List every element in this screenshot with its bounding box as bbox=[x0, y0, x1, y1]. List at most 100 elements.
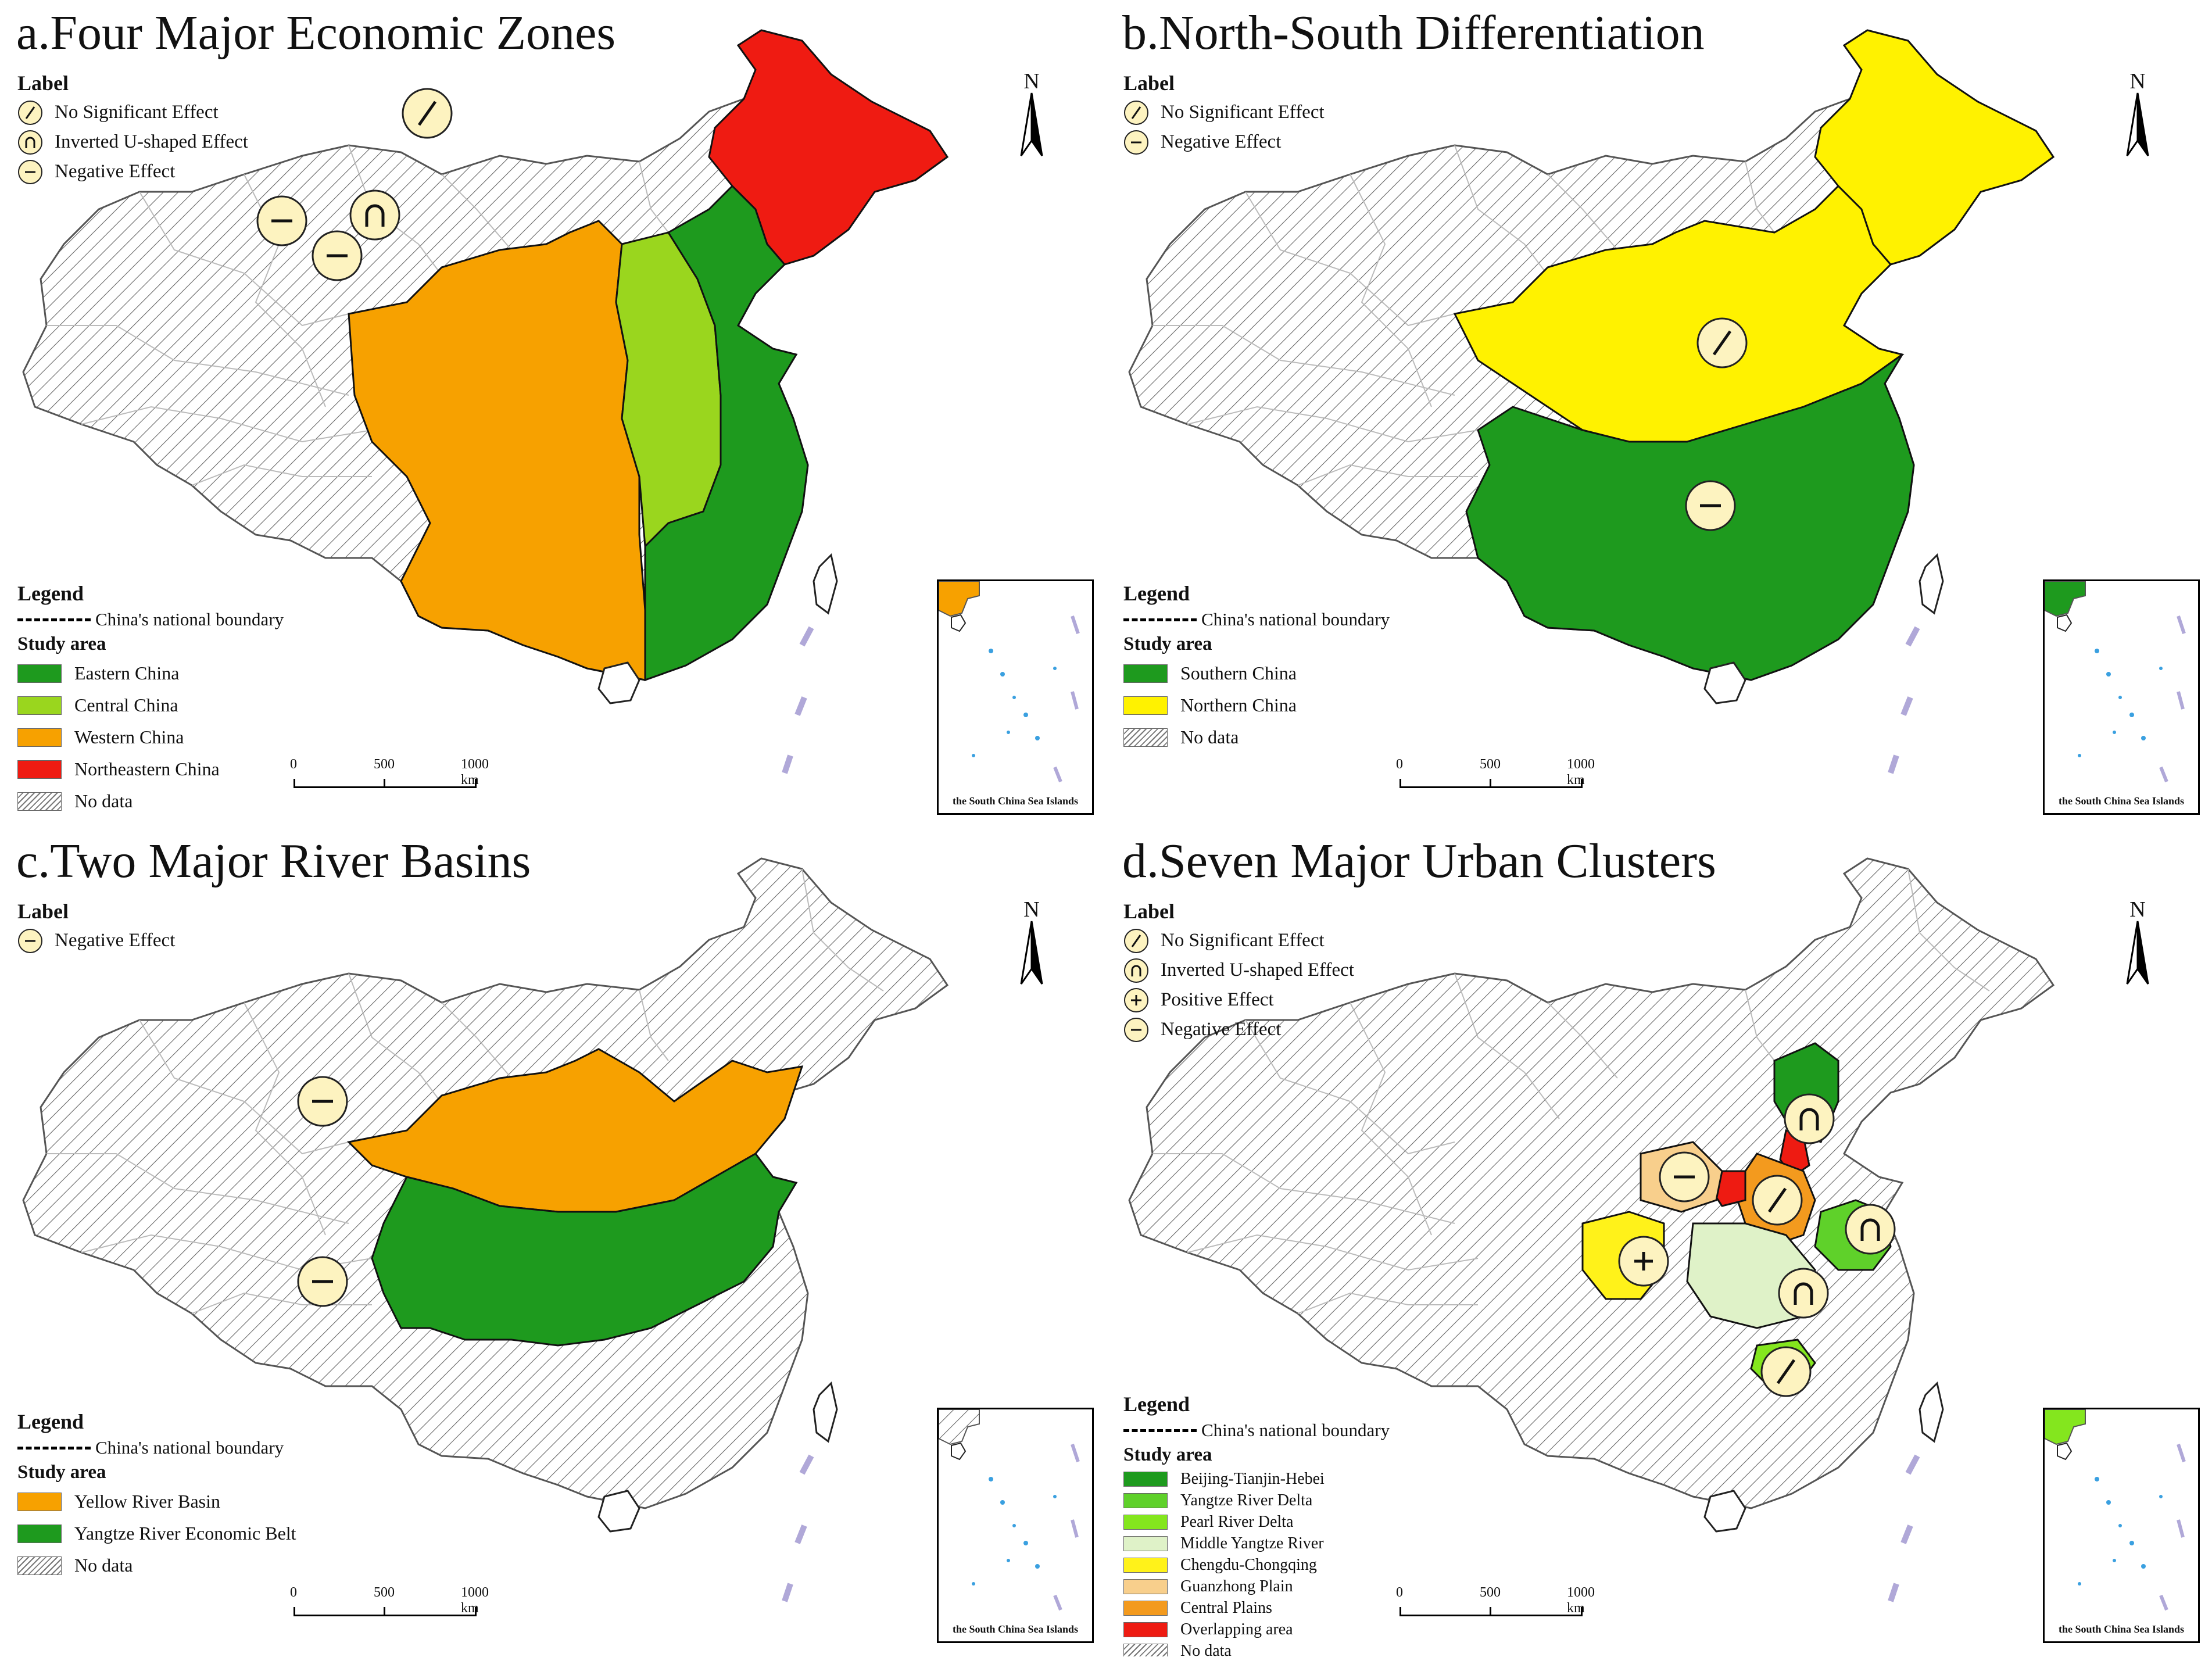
label-text: No Significant Effect bbox=[1161, 102, 1325, 123]
slash-symbol bbox=[402, 88, 453, 139]
inverted-u-symbol bbox=[1845, 1204, 1896, 1255]
study-area-heading: Study area bbox=[1123, 634, 1212, 654]
legend-heading: Legend bbox=[1123, 1393, 1190, 1416]
swatch bbox=[1123, 664, 1168, 683]
panel-c: c.Two Major River Basins Label Negative … bbox=[0, 828, 1106, 1656]
label-text: No Significant Effect bbox=[55, 102, 219, 123]
swatch bbox=[1123, 1622, 1168, 1637]
study-area-heading: Study area bbox=[17, 1462, 106, 1483]
map-river-basins bbox=[22, 857, 948, 1656]
scale-bar: 0 500 1000 km bbox=[1396, 1585, 1595, 1620]
inverted-u-symbol bbox=[349, 189, 400, 241]
north-label: N bbox=[1023, 69, 1040, 94]
panel-b: b.North-South Differentiation Label No S… bbox=[1106, 0, 2212, 828]
legend-item: Northern China bbox=[1123, 689, 1390, 721]
label-heading: Label bbox=[1123, 71, 1175, 95]
slash-symbol bbox=[1124, 100, 1148, 125]
south-china-sea-inset: the South China Sea Islands bbox=[2043, 1408, 2200, 1643]
swatch bbox=[1123, 1600, 1168, 1616]
slash-symbol bbox=[1760, 1346, 1812, 1397]
label-text: No Significant Effect bbox=[1161, 930, 1325, 951]
panel-title: b.North-South Differentiation bbox=[1122, 6, 1705, 60]
legend-item: No data bbox=[1123, 1640, 1390, 1656]
inset-map bbox=[2045, 1409, 2186, 1611]
legend-text: Yangtze River Delta bbox=[1180, 1491, 1313, 1509]
legend-text: Northeastern China bbox=[74, 758, 220, 779]
north-label: N bbox=[2129, 897, 2146, 922]
scale-bar: 0 500 1000 km bbox=[1396, 757, 1595, 792]
swatch bbox=[1123, 1493, 1168, 1508]
slash-symbol bbox=[1696, 317, 1748, 368]
minus-symbol bbox=[297, 1256, 348, 1307]
boundary-text: China's national boundary bbox=[95, 609, 284, 629]
label-text: Negative Effect bbox=[55, 930, 176, 951]
south-china-sea-inset: the South China Sea Islands bbox=[2043, 579, 2200, 815]
north-arrow: N bbox=[2114, 69, 2161, 162]
label-row: Negative Effect bbox=[17, 157, 248, 187]
boundary-text: China's national boundary bbox=[1201, 1420, 1390, 1440]
map-north-south bbox=[1128, 29, 2054, 828]
swatch bbox=[1123, 1536, 1168, 1551]
legend-block: Legend China's national boundary Study a… bbox=[17, 581, 284, 817]
inset-map bbox=[939, 1409, 1080, 1611]
legend-item: Western China bbox=[17, 721, 284, 753]
scale-mid bbox=[1490, 779, 1491, 788]
inset-label: the South China Sea Islands bbox=[952, 795, 1079, 807]
north-arrow-icon bbox=[1020, 92, 1043, 156]
legend-item: Chengdu-Chongqing bbox=[1123, 1554, 1390, 1576]
study-area-heading: Study area bbox=[1123, 1444, 1212, 1465]
legend-text: Yangtze River Economic Belt bbox=[74, 1523, 296, 1544]
label-row: Negative Effect bbox=[1123, 1015, 1354, 1044]
north-arrow-icon bbox=[2126, 921, 2149, 985]
swatch bbox=[1123, 1579, 1168, 1594]
minus-symbol bbox=[1124, 130, 1148, 155]
minus-symbol bbox=[1659, 1151, 1710, 1203]
boundary-legend: China's national boundary bbox=[1123, 608, 1390, 631]
inverted-u-symbol bbox=[1124, 958, 1148, 983]
scale-tick: 0 bbox=[1396, 1585, 1403, 1600]
scale-bar: 0 500 1000 km bbox=[290, 757, 489, 792]
minus-symbol bbox=[312, 230, 363, 281]
minus-symbol bbox=[256, 195, 307, 246]
label-block: Label No Significant Effect Inverted U-s… bbox=[1123, 899, 1354, 1044]
swatch bbox=[17, 1524, 62, 1543]
legend-text: Overlapping area bbox=[1180, 1620, 1293, 1638]
plus-symbol bbox=[1618, 1236, 1669, 1287]
plus-symbol bbox=[1124, 987, 1148, 1012]
legend-text: Western China bbox=[74, 726, 184, 747]
inverted-u-symbol bbox=[1784, 1093, 1835, 1144]
scale-tick: 0 bbox=[290, 1585, 297, 1600]
legend-item: Yangtze River Economic Belt bbox=[17, 1518, 296, 1549]
label-row: No Significant Effect bbox=[1123, 98, 1325, 127]
boundary-line bbox=[17, 618, 91, 621]
legend-heading: Legend bbox=[17, 582, 84, 605]
inverted-u-symbol bbox=[18, 130, 42, 155]
boundary-dashes bbox=[785, 1456, 811, 1601]
swatch bbox=[1123, 1643, 1168, 1656]
label-row: Inverted U-shaped Effect bbox=[17, 127, 248, 157]
legend-text: Middle Yangtze River bbox=[1180, 1534, 1324, 1552]
swatch bbox=[1123, 696, 1168, 715]
label-text: Inverted U-shaped Effect bbox=[55, 131, 248, 152]
boundary-legend: China's national boundary bbox=[1123, 1419, 1390, 1442]
legend-text: Guanzhong Plain bbox=[1180, 1577, 1293, 1595]
legend-text: No data bbox=[1180, 1641, 1232, 1657]
label-row: Negative Effect bbox=[17, 926, 175, 955]
legend-text: Eastern China bbox=[74, 663, 180, 683]
panel-title: c.Two Major River Basins bbox=[16, 834, 531, 888]
scale-mid bbox=[384, 1607, 385, 1616]
swatch bbox=[17, 696, 62, 715]
swatch bbox=[17, 1556, 62, 1575]
boundary-legend: China's national boundary bbox=[17, 608, 284, 631]
map-urban-clusters bbox=[1128, 857, 2054, 1656]
swatch bbox=[17, 1492, 62, 1511]
label-block: Label No Significant Effect Inverted U-s… bbox=[17, 71, 248, 187]
legend-text: Yellow River Basin bbox=[74, 1491, 220, 1512]
scale-mid bbox=[384, 779, 385, 788]
legend-text: Central China bbox=[74, 695, 178, 715]
legend-text: Northern China bbox=[1180, 695, 1297, 715]
legend-item: Overlapping area bbox=[1123, 1619, 1390, 1640]
legend-text: Beijing-Tianjin-Hebei bbox=[1180, 1469, 1325, 1488]
inset-map bbox=[2045, 581, 2186, 783]
legend-item: Southern China bbox=[1123, 657, 1390, 689]
